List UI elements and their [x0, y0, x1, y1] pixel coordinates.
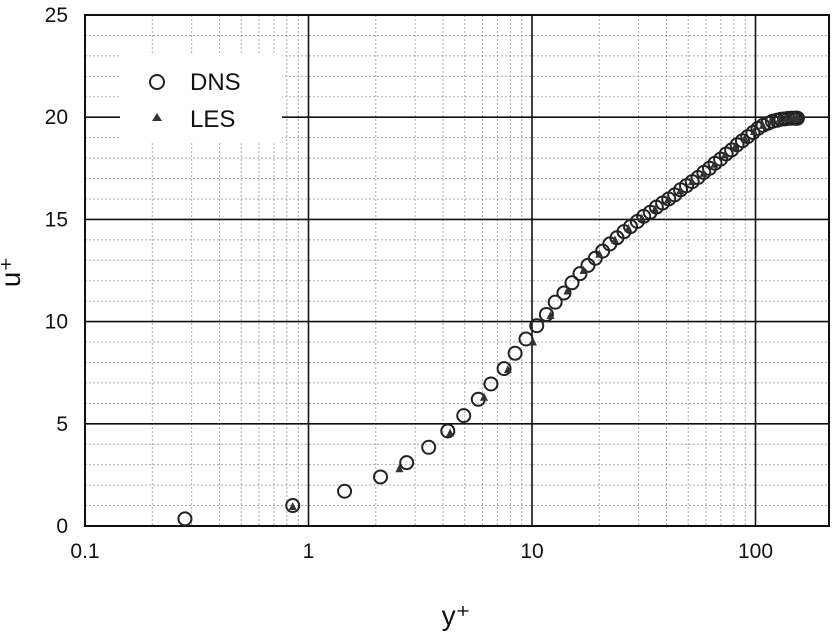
y-tick-labels: 0 5 10 15 20 25	[45, 4, 68, 538]
les-point	[699, 168, 708, 177]
plot-frame	[84, 14, 830, 527]
dns-point	[483, 376, 499, 392]
dns-point	[529, 318, 545, 334]
dns-point	[177, 511, 193, 527]
les-point	[637, 213, 646, 222]
les-point	[395, 464, 404, 473]
y-axis-title: u⁺	[0, 257, 26, 287]
y-tick-label: 5	[56, 413, 68, 436]
dns-point	[440, 423, 456, 439]
les-point	[775, 114, 784, 123]
y-tick-label: 20	[45, 106, 68, 129]
x-tick-label: 1	[303, 540, 315, 563]
les-point	[710, 159, 719, 168]
dns-point	[399, 455, 415, 471]
dns-point	[373, 469, 389, 485]
les-point	[663, 195, 672, 204]
les-point	[480, 392, 489, 401]
dns-point	[421, 439, 437, 455]
x-tick-label: 10	[520, 540, 543, 563]
les-point	[579, 266, 588, 274]
les-point	[503, 365, 512, 374]
legend-les-marker	[152, 113, 162, 121]
les-point	[288, 502, 297, 511]
dns-point	[456, 408, 472, 424]
les-point	[767, 116, 776, 125]
les-point	[720, 150, 729, 159]
dns-point	[496, 361, 512, 377]
dns-point	[285, 498, 301, 514]
legend-dns-marker	[149, 74, 165, 90]
les-point	[563, 286, 572, 295]
les-point	[750, 127, 759, 136]
y-tick-label: 0	[56, 515, 68, 538]
x-tick-labels: 0.1 1 10 100	[70, 540, 773, 563]
les-point	[782, 114, 791, 123]
legend-box	[120, 55, 282, 143]
dns-point	[507, 345, 523, 361]
dns-point	[538, 306, 554, 322]
legend-dns-label: DNS	[190, 69, 241, 96]
y-tick-label: 15	[45, 208, 68, 231]
les-point	[528, 337, 537, 346]
les-point	[546, 310, 555, 319]
series-les	[288, 113, 802, 511]
dns-point	[547, 294, 563, 310]
y-tick-label: 10	[45, 311, 68, 334]
y-tick-label: 25	[45, 4, 68, 27]
x-axis-title: y⁺	[442, 600, 471, 631]
les-point	[610, 235, 619, 244]
les-point	[676, 186, 685, 195]
les-point	[624, 224, 633, 233]
les-point	[740, 134, 749, 143]
les-point	[595, 249, 604, 258]
x-tick-label: 100	[738, 540, 773, 563]
legend: DNS LES	[120, 55, 282, 143]
legend-les-label: LES	[190, 106, 235, 133]
x-tick-label: 0.1	[70, 540, 99, 563]
dns-point	[564, 275, 580, 291]
les-point	[688, 177, 697, 186]
les-point	[758, 120, 767, 129]
les-point	[793, 113, 802, 122]
les-point	[446, 428, 455, 437]
les-point	[650, 204, 659, 213]
dns-point	[337, 483, 353, 499]
series-dns	[177, 110, 805, 527]
les-point	[731, 142, 740, 151]
